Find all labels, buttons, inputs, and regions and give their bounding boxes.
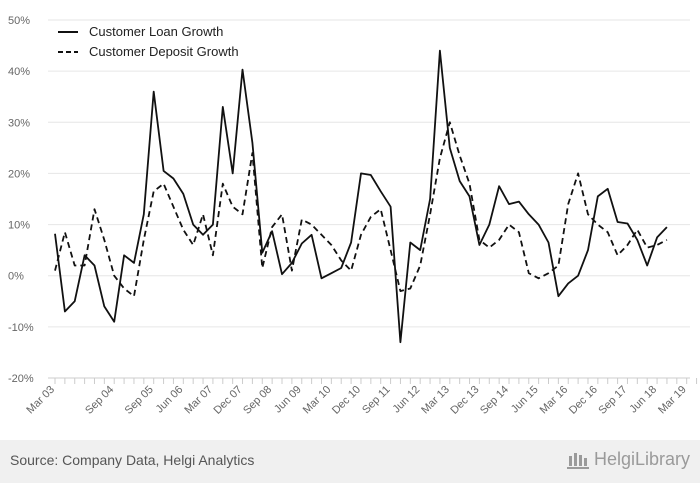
y-tick-label: 50% — [8, 15, 30, 27]
line-chart: -20%-10%0%10%20%30%40%50%Mar 03 Sep 04 Sep… — [8, 15, 698, 417]
x-tick-label: Jun 12 — [390, 384, 422, 416]
x-tick-label: Dec 16 — [567, 384, 600, 417]
y-tick-label: 10% — [8, 220, 30, 232]
series-line-loan — [54, 49, 668, 344]
x-tick-label: Sep 04 — [83, 384, 116, 417]
y-tick-label: 30% — [8, 117, 30, 129]
x-tick-label: Mar 13 — [419, 384, 452, 417]
x-tick-label: Sep 08 — [241, 384, 274, 417]
x-tick-label: Sep 05 — [123, 384, 156, 417]
x-tick-label: Jun 06 — [154, 384, 186, 416]
series-line-deposit — [54, 121, 668, 298]
x-tick-label: Sep 17 — [596, 384, 629, 417]
y-tick-label: 0% — [8, 271, 24, 283]
x-tick-label: Jun 18 — [627, 384, 659, 416]
x-tick-label: Jun 15 — [509, 384, 541, 416]
x-tick-label: Sep 11 — [360, 384, 393, 417]
x-tick-label: Mar 07 — [182, 384, 215, 417]
x-tick-label: Mar 19 — [656, 384, 689, 417]
x-tick-label: Dec 10 — [330, 384, 363, 417]
x-tick-label: Dec 07 — [212, 384, 245, 417]
x-tick-label: Mar 03 — [24, 384, 57, 417]
brand-logo: HelgiLibrary — [566, 449, 690, 470]
legend-label: Customer Loan Growth — [89, 24, 223, 39]
source-text: Source: Company Data, Helgi Analytics — [10, 452, 255, 468]
y-tick-label: -10% — [8, 322, 34, 334]
y-tick-label: 20% — [8, 168, 30, 180]
x-tick-label: Mar 16 — [538, 384, 571, 417]
y-tick-label: 40% — [8, 66, 30, 78]
y-tick-label: -20% — [8, 373, 34, 385]
footer: Source: Company Data, Helgi Analytics He… — [0, 440, 700, 483]
x-tick-label: Jun 09 — [272, 384, 304, 416]
x-tick-label: Sep 14 — [478, 384, 511, 417]
legend-label: Customer Deposit Growth — [89, 44, 239, 59]
x-tick-label: Mar 10 — [301, 384, 334, 417]
x-tick-label: Dec 13 — [448, 384, 481, 417]
library-icon — [566, 452, 589, 469]
brand-name: HelgiLibrary — [593, 449, 690, 469]
